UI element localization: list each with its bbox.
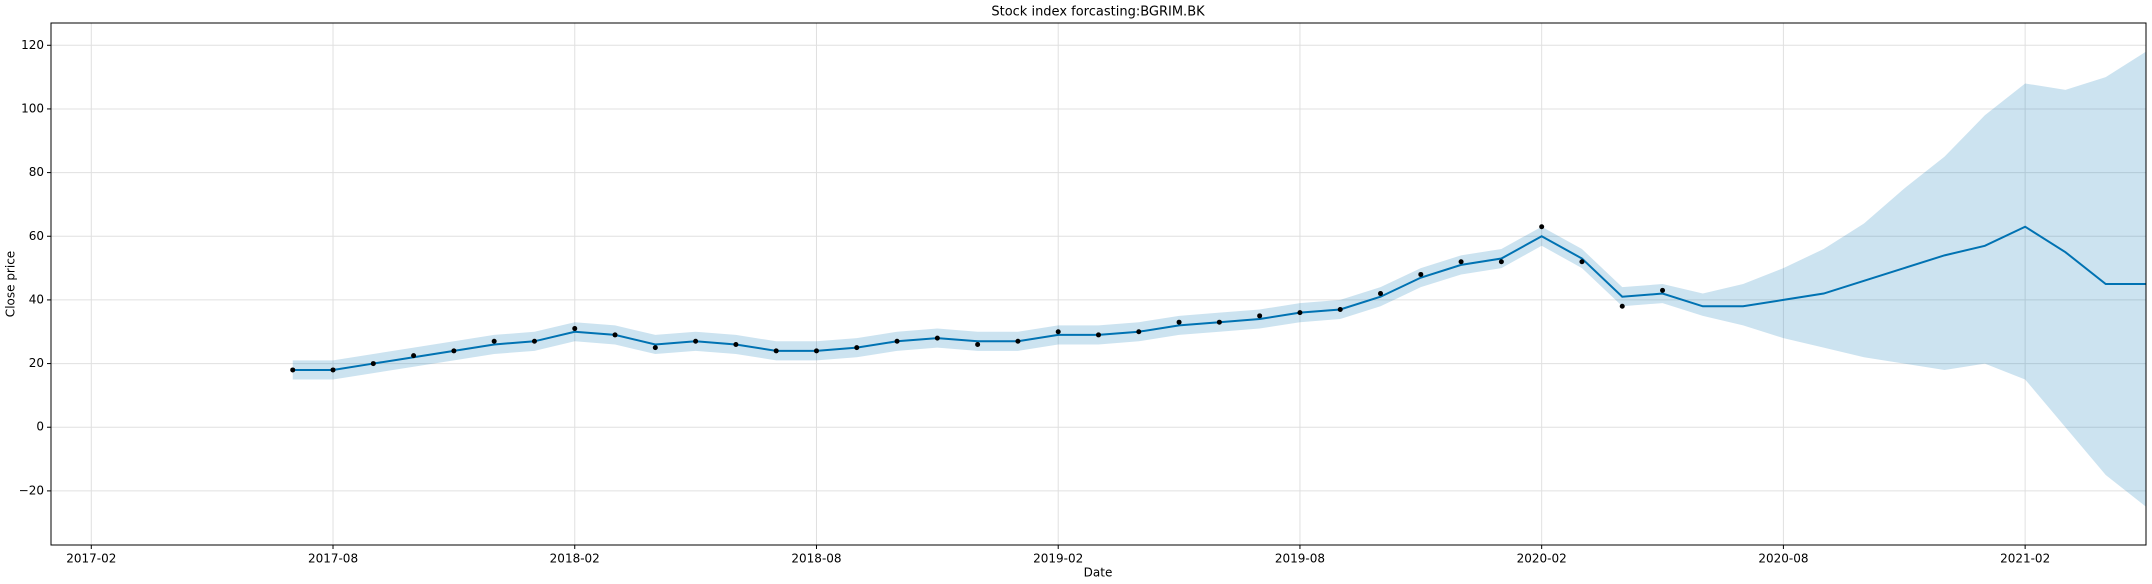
- observed-point: [1136, 329, 1142, 335]
- observed-point: [1498, 259, 1504, 265]
- y-tick-label: 60: [29, 229, 44, 243]
- chart-title: Stock index forcasting:BGRIM.BK: [991, 5, 1205, 20]
- observed-point: [411, 353, 417, 359]
- observed-point: [531, 338, 537, 344]
- x-tick-label: 2017-02: [66, 552, 116, 566]
- x-tick-label: 2020-02: [1517, 552, 1567, 566]
- observed-point: [612, 332, 618, 338]
- x-axis-label: Date: [1084, 566, 1113, 580]
- plot-frame: [50, 22, 2147, 546]
- observed-point: [854, 345, 860, 351]
- y-axis-label: Close price: [4, 251, 18, 317]
- observed-point: [1297, 310, 1303, 316]
- observed-point: [934, 335, 940, 341]
- x-tick-label: 2020-08: [1758, 552, 1808, 566]
- uncertainty-band: [292, 51, 2147, 507]
- observed-point: [1579, 259, 1585, 265]
- observed-point: [1055, 329, 1061, 335]
- y-tick-label: 40: [29, 292, 44, 306]
- y-tick-label: 0: [36, 420, 44, 434]
- x-tick-label: 2019-08: [1275, 552, 1325, 566]
- x-tick-label: 2019-02: [1033, 552, 1083, 566]
- y-tick-label: 100: [21, 101, 44, 115]
- x-tick-label: 2018-02: [550, 552, 600, 566]
- observed-point: [1216, 319, 1222, 325]
- observed-point: [1337, 306, 1343, 312]
- y-tick-label: 20: [29, 356, 44, 370]
- y-tick-label: −20: [19, 483, 44, 497]
- observed-point: [652, 345, 658, 351]
- x-tick-label: 2018-08: [791, 552, 841, 566]
- observed-point: [813, 348, 819, 354]
- observed-point: [1458, 259, 1464, 265]
- observed-point: [1257, 313, 1263, 319]
- observed-point: [1418, 271, 1424, 277]
- observed-point: [1096, 332, 1101, 338]
- observed-point: [1378, 291, 1384, 297]
- observed-point: [1539, 224, 1545, 230]
- observed-point: [773, 348, 779, 354]
- observed-point: [1660, 287, 1666, 293]
- observed-point: [370, 361, 376, 367]
- observed-point: [1015, 338, 1021, 344]
- observed-point: [451, 348, 457, 354]
- observed-point: [975, 341, 981, 347]
- y-tick-label: 120: [21, 38, 44, 52]
- observed-point: [733, 341, 739, 347]
- observed-point: [290, 367, 296, 373]
- observed-point: [1176, 319, 1182, 325]
- observed-point: [1619, 303, 1625, 309]
- y-tick-label: 80: [29, 165, 44, 179]
- observed-point: [572, 326, 578, 332]
- observed-point: [894, 338, 900, 344]
- x-tick-label: 2017-08: [308, 552, 358, 566]
- x-tick-label: 2021-02: [2000, 552, 2050, 566]
- observed-point: [330, 367, 336, 373]
- observed-point: [693, 338, 699, 344]
- observed-point: [491, 338, 497, 344]
